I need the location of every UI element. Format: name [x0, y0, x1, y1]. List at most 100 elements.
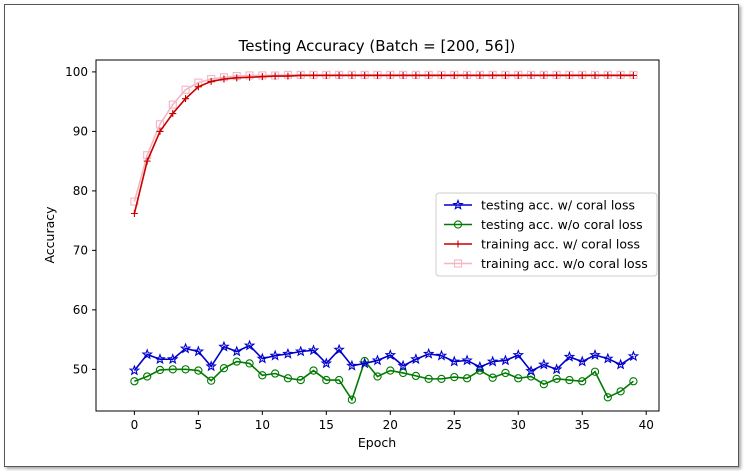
- data-point: [207, 376, 216, 385]
- series-line: [133, 74, 634, 214]
- data-point: [243, 339, 256, 351]
- x-tick-label: 15: [319, 418, 334, 432]
- data-point: [489, 71, 497, 79]
- data-point: [617, 71, 625, 79]
- data-point: [590, 367, 600, 376]
- data-point: [578, 71, 586, 79]
- legend-marker: [452, 198, 464, 210]
- series-line: [134, 359, 634, 402]
- x-tick-label: 5: [195, 418, 203, 432]
- data-point: [333, 343, 345, 355]
- data-point: [256, 352, 269, 364]
- series-2: [130, 71, 637, 217]
- y-tick-label: 80: [73, 184, 88, 198]
- data-point: [589, 349, 601, 360]
- data-point: [371, 354, 384, 366]
- data-point: [307, 344, 320, 356]
- series-lines: [128, 70, 640, 404]
- axis-ticks: 0 5 10 15 20 25 30 35 40 50 60 70 80 90 100: [65, 65, 654, 432]
- data-point: [230, 345, 243, 357]
- legend-item: testing acc. w/o coral loss: [444, 217, 643, 232]
- data-point: [563, 350, 576, 362]
- data-point: [578, 377, 587, 386]
- data-point: [486, 355, 499, 367]
- data-point: [410, 353, 422, 365]
- data-point: [130, 377, 139, 386]
- y-tick-label: 90: [73, 124, 88, 138]
- data-point: [143, 157, 151, 165]
- data-point: [627, 350, 640, 362]
- y-axis-label: Accuracy: [42, 206, 57, 264]
- data-point: [576, 355, 589, 367]
- legend-label: testing acc. w/o coral loss: [481, 217, 643, 232]
- data-point: [565, 71, 573, 79]
- data-point: [398, 368, 408, 378]
- data-point: [552, 374, 561, 384]
- data-point: [258, 371, 267, 380]
- data-point: [155, 120, 165, 129]
- data-point: [156, 127, 164, 135]
- x-axis-label: Epoch: [358, 435, 396, 450]
- data-point: [553, 71, 561, 79]
- data-point: [603, 393, 612, 402]
- series-line: [133, 74, 634, 202]
- data-point: [309, 366, 318, 375]
- data-point: [463, 71, 471, 79]
- data-point: [141, 348, 153, 360]
- series-0: [128, 339, 640, 377]
- data-point: [539, 380, 548, 389]
- data-point: [384, 349, 397, 360]
- data-point: [335, 71, 343, 79]
- data-point: [179, 342, 192, 354]
- data-point: [270, 369, 280, 378]
- data-point: [154, 353, 166, 365]
- data-point: [424, 374, 433, 384]
- data-point: [412, 71, 420, 79]
- data-point: [525, 365, 537, 377]
- data-point: [346, 359, 358, 371]
- data-point: [512, 349, 525, 360]
- data-point: [207, 77, 215, 85]
- data-point: [501, 368, 510, 378]
- data-point: [411, 371, 421, 381]
- x-tick-label: 0: [131, 418, 139, 432]
- data-point: [616, 387, 625, 396]
- data-point: [297, 71, 305, 79]
- data-point: [450, 372, 459, 382]
- data-point: [194, 366, 203, 375]
- data-point: [205, 360, 217, 372]
- data-point: [219, 364, 229, 373]
- data-point: [499, 354, 512, 366]
- data-point: [284, 72, 292, 80]
- legend: testing acc. w/ coral loss testing acc. w…: [435, 192, 658, 277]
- data-point: [347, 395, 357, 404]
- x-tick-label: 40: [639, 418, 654, 432]
- data-point: [501, 71, 509, 79]
- data-point: [450, 71, 458, 79]
- data-point: [358, 357, 371, 369]
- data-point: [514, 374, 523, 383]
- data-point: [220, 75, 228, 83]
- data-point: [282, 347, 294, 359]
- data-point: [474, 360, 486, 372]
- series-3: [130, 70, 638, 206]
- data-point: [348, 71, 356, 79]
- data-point: [514, 71, 522, 79]
- data-point: [399, 71, 407, 79]
- data-point: [130, 209, 138, 217]
- legend-item: training acc. w/ coral loss: [444, 237, 640, 252]
- data-point: [128, 364, 141, 376]
- data-point: [602, 352, 614, 364]
- data-point: [550, 363, 563, 375]
- data-point: [538, 358, 550, 370]
- x-tick-label: 35: [575, 418, 590, 432]
- data-point: [245, 359, 254, 368]
- data-point: [310, 71, 318, 79]
- legend-item: testing acc. w/ coral loss: [444, 198, 635, 213]
- legend-box: [435, 192, 658, 277]
- chart-title: Testing Accuracy (Batch = [200, 56]): [238, 37, 516, 55]
- data-point: [218, 340, 230, 352]
- series-line: [133, 344, 634, 373]
- data-point: [322, 375, 331, 385]
